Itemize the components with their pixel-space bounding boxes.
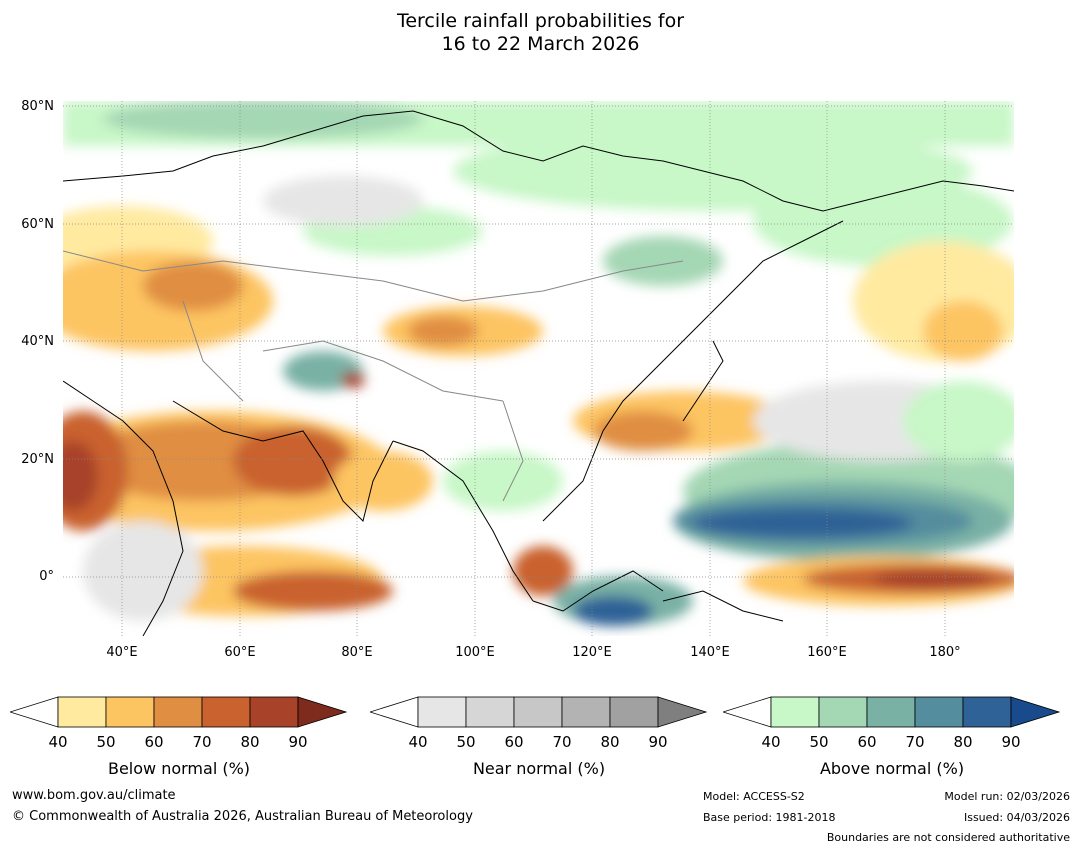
colorbar-above-tick-40: 40 xyxy=(761,733,781,751)
colorbar-near-tick-70: 70 xyxy=(552,733,572,751)
colorbar-below-tick-90: 90 xyxy=(288,733,308,751)
colorbar-above-swatch-60 xyxy=(866,696,916,728)
lon-label-160e: 160°E xyxy=(807,645,847,660)
lat-label-0: 0° xyxy=(39,569,54,584)
colorbar-below-tick-60: 60 xyxy=(144,733,164,751)
colorbar-below-swatch-90 xyxy=(297,696,348,728)
colorbar-above-tick-50: 50 xyxy=(809,733,829,751)
colorbar-above-tick-80: 80 xyxy=(953,733,973,751)
lon-label-100e: 100°E xyxy=(455,645,495,660)
colorbar-below-swatch-min xyxy=(10,696,59,728)
lat-label-20n: 20°N xyxy=(21,452,54,467)
footer-model-run: Model run: 02/03/2026 xyxy=(944,790,1070,803)
lon-label-140e: 140°E xyxy=(690,645,730,660)
colorbar-near-swatch-60 xyxy=(513,696,563,728)
footer-url: www.bom.gov.au/climate xyxy=(12,788,176,803)
map-title: Tercile rainfall probabilities for 16 to… xyxy=(0,10,1081,56)
lat-label-80n: 80°N xyxy=(21,99,54,114)
colorbar-below-title: Below normal (%) xyxy=(107,759,251,778)
colorbar-below-tick-40: 40 xyxy=(48,733,68,751)
colorbar-near-swatch-min xyxy=(370,696,419,728)
colorbar-below-tick-50: 50 xyxy=(96,733,116,751)
colorbar-below-swatch-50 xyxy=(105,696,155,728)
lat-label-60n: 60°N xyxy=(21,217,54,232)
coastlines xyxy=(63,110,1014,636)
colorbar-above-swatch-80 xyxy=(962,696,1012,728)
footer-disclaimer: Boundaries are not considered authoritat… xyxy=(826,831,1070,844)
colorbar-above-swatch-90 xyxy=(1010,696,1061,728)
footer-model: Model: ACCESS-S2 xyxy=(703,790,805,803)
colorbar-near-swatch-40 xyxy=(417,696,467,728)
colorbar-below-swatch-80 xyxy=(249,696,299,728)
colorbar-near-swatch-50 xyxy=(465,696,515,728)
map-title-line1: Tercile rainfall probabilities for xyxy=(396,10,685,32)
colorbar-near-normal xyxy=(370,696,708,728)
colorbar-below-tick-70: 70 xyxy=(192,733,212,751)
colorbar-above-swatch-70 xyxy=(914,696,964,728)
country-borders xyxy=(63,250,684,502)
colorbar-near-title: Near normal (%) xyxy=(472,759,606,778)
colorbar-near-tick-40: 40 xyxy=(408,733,428,751)
colorbar-above-swatch-40 xyxy=(770,696,820,728)
colorbar-above-tick-60: 60 xyxy=(857,733,877,751)
probability-shading xyxy=(63,101,1014,626)
graticule xyxy=(63,101,1014,636)
colorbar-near-swatch-80 xyxy=(609,696,659,728)
colorbar-below-swatch-60 xyxy=(153,696,203,728)
colorbar-near-tick-50: 50 xyxy=(456,733,476,751)
rainfall-probability-map xyxy=(63,101,1014,636)
colorbar-above-swatch-50 xyxy=(818,696,868,728)
lon-label-180: 180° xyxy=(929,645,961,660)
lat-label-40n: 40°N xyxy=(21,334,54,349)
colorbar-below-normal xyxy=(10,696,348,728)
colorbar-near-swatch-70 xyxy=(561,696,611,728)
colorbar-below-swatch-40 xyxy=(57,696,107,728)
colorbar-above-tick-70: 70 xyxy=(905,733,925,751)
colorbar-below-tick-80: 80 xyxy=(240,733,260,751)
map-title-line2: 16 to 22 March 2026 xyxy=(441,33,640,55)
footer-base-period: Base period: 1981-2018 xyxy=(703,811,836,824)
colorbar-near-tick-80: 80 xyxy=(600,733,620,751)
colorbar-above-tick-90: 90 xyxy=(1001,733,1021,751)
footer-issued: Issued: 04/03/2026 xyxy=(963,811,1070,824)
map-canvas xyxy=(63,101,1014,636)
colorbar-below-swatch-70 xyxy=(201,696,251,728)
footer-copyright: © Commonwealth of Australia 2026, Austra… xyxy=(12,809,473,824)
colorbar-above-swatch-min xyxy=(723,696,772,728)
colorbar-above-title: Above normal (%) xyxy=(819,759,965,778)
lon-label-40e: 40°E xyxy=(106,645,138,660)
lon-label-80e: 80°E xyxy=(341,645,373,660)
colorbar-above-normal xyxy=(723,696,1061,728)
colorbar-near-swatch-90 xyxy=(657,696,708,728)
lon-label-120e: 120°E xyxy=(572,645,612,660)
lon-label-60e: 60°E xyxy=(224,645,256,660)
colorbar-near-tick-90: 90 xyxy=(648,733,668,751)
colorbar-near-tick-60: 60 xyxy=(504,733,524,751)
